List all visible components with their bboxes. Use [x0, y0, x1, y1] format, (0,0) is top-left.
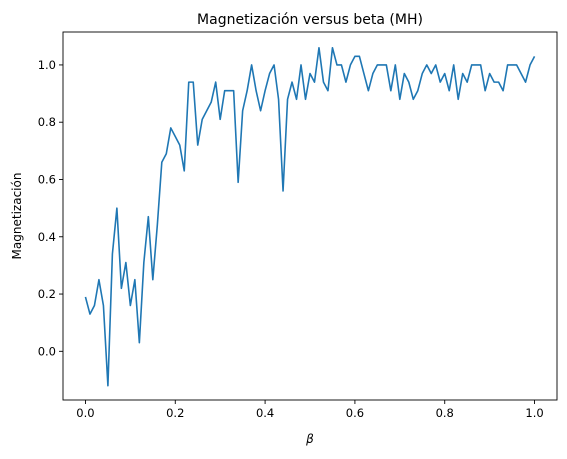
chart-title: Magnetización versus beta (MH): [197, 12, 423, 28]
y-axis: 0.0 0.2 0.4 0.6 0.8 1.0: [38, 58, 63, 358]
x-axis: 0.0 0.2 0.4 0.6 0.8 1.0: [76, 400, 544, 420]
y-tick-label: 0.0: [38, 344, 56, 358]
y-axis-label: Magnetización: [10, 173, 24, 260]
plot-frame: [62, 31, 558, 401]
x-tick-label: 0.0: [76, 406, 94, 420]
y-tick-label: 0.2: [38, 287, 56, 301]
x-tick-label: 0.4: [256, 406, 274, 420]
y-tick-label: 0.6: [38, 172, 56, 186]
y-tick-label: 1.0: [38, 58, 56, 72]
x-axis-label: β: [305, 432, 314, 446]
y-tick-label: 0.8: [38, 115, 56, 129]
x-tick-label: 0.6: [346, 406, 364, 420]
y-tick-label: 0.4: [38, 230, 56, 244]
plot-area: [63, 32, 557, 400]
x-tick-label: 0.2: [166, 406, 184, 420]
series-line: [84, 46, 536, 387]
x-tick-label: 0.8: [436, 406, 454, 420]
x-tick-label: 1.0: [525, 406, 543, 420]
